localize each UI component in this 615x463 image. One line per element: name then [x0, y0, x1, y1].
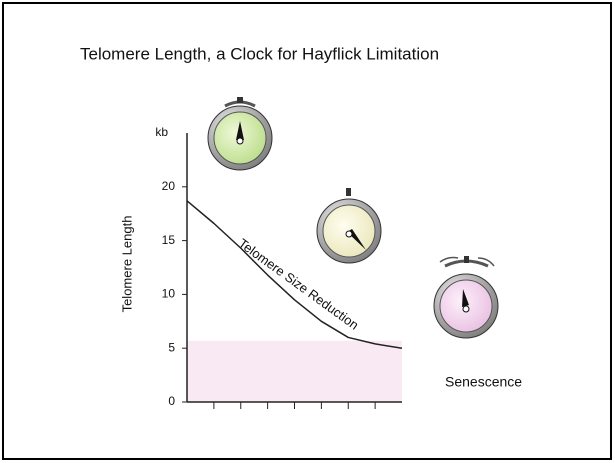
y-tick-label: 5 [168, 340, 175, 354]
y-tick-label: 0 [168, 394, 175, 408]
clock-yellow [317, 188, 381, 263]
shaded-band [187, 341, 402, 402]
clock-pink [434, 256, 498, 338]
senescence-label: Senescence [445, 374, 522, 390]
y-tick-label: 20 [162, 179, 176, 193]
y-tick-label: 10 [162, 287, 176, 301]
clock-green [208, 97, 272, 170]
chart-title: Telomere Length, a Clock for Hayflick Li… [80, 44, 439, 63]
y-tick-label: 15 [162, 233, 176, 247]
chart: Telomere Length, a Clock for Hayflick Li… [0, 0, 615, 463]
y-unit: kb [155, 125, 168, 139]
y-axis-label: Telomere Length [119, 216, 134, 313]
